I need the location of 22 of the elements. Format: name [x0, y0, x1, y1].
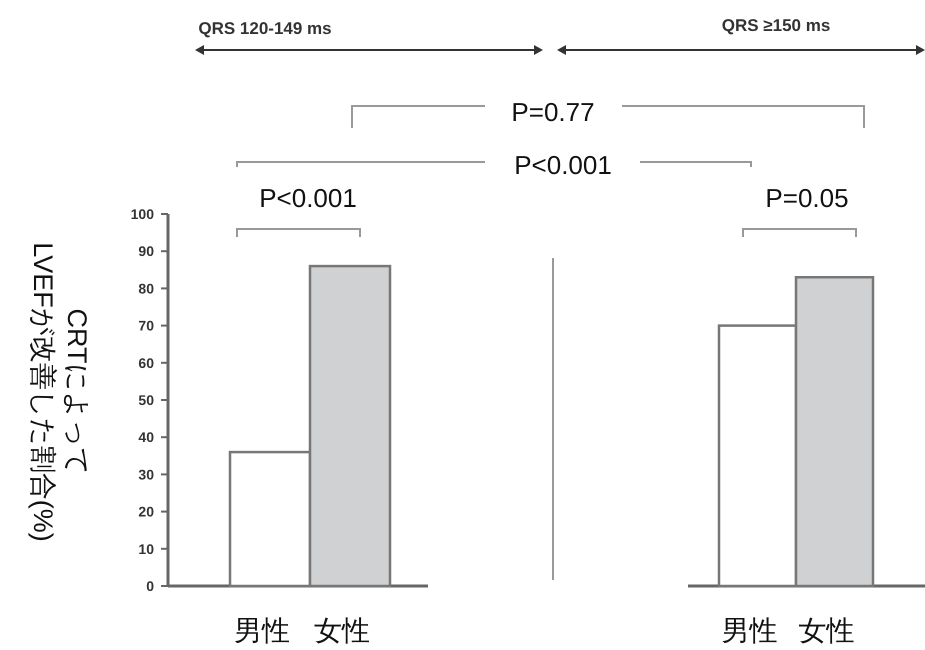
y-tick-label: 100 — [130, 206, 154, 222]
y-tick-label: 20 — [138, 504, 154, 520]
y-axis-title: CRTによって LVEFが改善した割合(%) — [28, 242, 92, 542]
text: P<0.001 — [259, 183, 357, 213]
x-tick-label: 女性 — [798, 615, 854, 646]
text: P=0.05 — [765, 183, 849, 213]
text: P=0.77 — [511, 97, 595, 127]
text: QRS 120-149 ms — [198, 19, 332, 38]
x-tick-label: 女性 — [314, 615, 370, 646]
y-tick-label: 40 — [138, 429, 154, 446]
y-tick-label: 70 — [138, 318, 154, 334]
y-tick-label: 10 — [138, 540, 154, 557]
x-tick-label: 男性 — [234, 615, 290, 646]
x-tick-label: 男性 — [722, 615, 778, 646]
y-tick-label: 0 — [146, 578, 154, 594]
y-tick-label: 50 — [138, 392, 154, 408]
text: QRS ≥150 ms — [722, 16, 830, 35]
y-tick-label: 60 — [138, 354, 154, 371]
y-tick-label: 80 — [138, 280, 154, 296]
y-tick-label: 30 — [138, 466, 154, 482]
y-tick-label: 90 — [138, 243, 154, 260]
text: P<0.001 — [514, 150, 612, 180]
